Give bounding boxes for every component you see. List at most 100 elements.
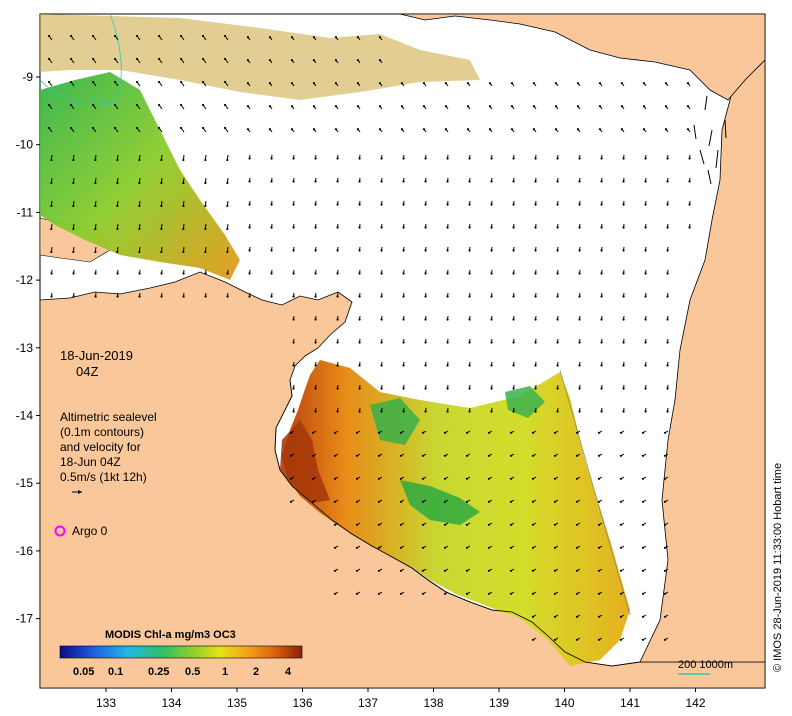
velocity-arrow [622, 292, 625, 298]
velocity-arrow [270, 269, 273, 275]
velocity-arrow [270, 154, 273, 160]
velocity-arrow [534, 338, 537, 344]
velocity-arrow [443, 568, 449, 572]
velocity-arrow [531, 637, 537, 641]
velocity-arrow [619, 522, 625, 526]
velocity-arrow [622, 200, 625, 206]
velocity-arrow [487, 476, 493, 480]
velocity-arrow [292, 200, 295, 206]
velocity-arrow [314, 269, 317, 275]
velocity-arrow [663, 591, 669, 595]
velocity-arrow [311, 499, 317, 503]
velocity-arrow [356, 128, 361, 133]
lon-tick-label: 138 [423, 696, 443, 710]
velocity-arrow [708, 129, 713, 147]
velocity-arrow [512, 154, 515, 160]
velocity-arrow [644, 177, 647, 183]
velocity-arrow [620, 128, 625, 133]
velocity-arrow [380, 246, 383, 252]
velocity-arrow [465, 453, 471, 457]
velocity-arrow [402, 338, 405, 344]
velocity-arrow [116, 292, 119, 298]
velocity-arrow [157, 57, 163, 64]
velocity-arrow [444, 105, 449, 110]
velocity-arrow [336, 269, 339, 275]
velocity-arrow [358, 200, 361, 206]
chl-green-patch-north [370, 398, 420, 445]
velocity-arrow [314, 223, 317, 229]
velocity-arrow [226, 177, 229, 185]
velocity-arrow [619, 453, 625, 457]
velocity-arrow [619, 614, 625, 618]
velocity-arrow [157, 34, 163, 41]
velocity-arrow [644, 246, 647, 252]
velocity-arrow [575, 522, 581, 526]
velocity-arrow [622, 361, 625, 367]
velocity-arrow [358, 384, 361, 390]
velocity-arrow [355, 522, 361, 526]
velocity-arrow [204, 154, 207, 162]
velocity-arrow [490, 407, 493, 413]
velocity-arrow [312, 82, 317, 87]
velocity-arrow [358, 361, 361, 367]
velocity-arrow [355, 545, 361, 549]
velocity-arrow [334, 128, 339, 133]
velocity-arrow [358, 338, 361, 344]
velocity-arrow [399, 545, 405, 549]
velocity-arrow [268, 59, 273, 64]
velocity-arrow [554, 105, 559, 110]
velocity-arrow [465, 545, 471, 549]
velocity-arrow [465, 522, 471, 526]
velocity-arrow [597, 591, 603, 595]
velocity-arrow [226, 246, 229, 254]
velocity-arrow [356, 82, 361, 87]
velocity-arrow [69, 103, 75, 110]
velocity-arrow [641, 430, 647, 434]
velocity-arrow [575, 476, 581, 480]
velocity-arrow [512, 200, 515, 206]
velocity-arrow [290, 36, 295, 41]
velocity-arrow [400, 82, 405, 87]
velocity-arrow [292, 223, 295, 229]
velocity-arrow [531, 614, 537, 618]
velocity-arrow [246, 128, 251, 133]
velocity-arrow [578, 269, 581, 275]
velocity-arrow [446, 223, 449, 229]
velocity-arrow [553, 591, 559, 595]
velocity-arrow [598, 105, 603, 110]
velocity-arrow [512, 269, 515, 275]
velocity-arrow [509, 568, 515, 572]
velocity-arrow [94, 269, 97, 275]
velocity-arrow [399, 522, 405, 526]
velocity-arrow [312, 36, 317, 41]
velocity-arrow [663, 568, 669, 572]
velocity-arrow [644, 315, 647, 321]
velocity-arrow [336, 407, 339, 413]
velocity-arrow [292, 407, 295, 413]
velocity-arrow [402, 154, 405, 160]
velocity-arrow [575, 545, 581, 549]
velocity-arrow [69, 34, 75, 41]
velocity-arrow [138, 292, 141, 298]
velocity-arrow [490, 177, 493, 183]
velocity-arrow [556, 269, 559, 275]
velocity-arrow [292, 177, 295, 183]
velocity-arrow [443, 499, 449, 503]
velocity-arrow [116, 154, 119, 162]
velocity-arrow [402, 384, 405, 390]
velocity-arrow [688, 223, 691, 229]
velocity-arrow [556, 315, 559, 321]
lon-tick-label: 135 [227, 696, 247, 710]
velocity-arrow [377, 591, 383, 595]
velocity-arrow [575, 591, 581, 595]
velocity-arrow [116, 246, 119, 254]
velocity-arrow [641, 545, 647, 549]
velocity-arrow [553, 614, 559, 618]
velocity-arrow [510, 105, 515, 110]
velocity-arrow [47, 103, 53, 110]
velocity-arrow [380, 292, 383, 298]
velocity-arrow [553, 453, 559, 457]
velocity-arrow [466, 105, 471, 110]
velocity-arrow [91, 126, 97, 133]
velocity-arrow [534, 384, 537, 390]
